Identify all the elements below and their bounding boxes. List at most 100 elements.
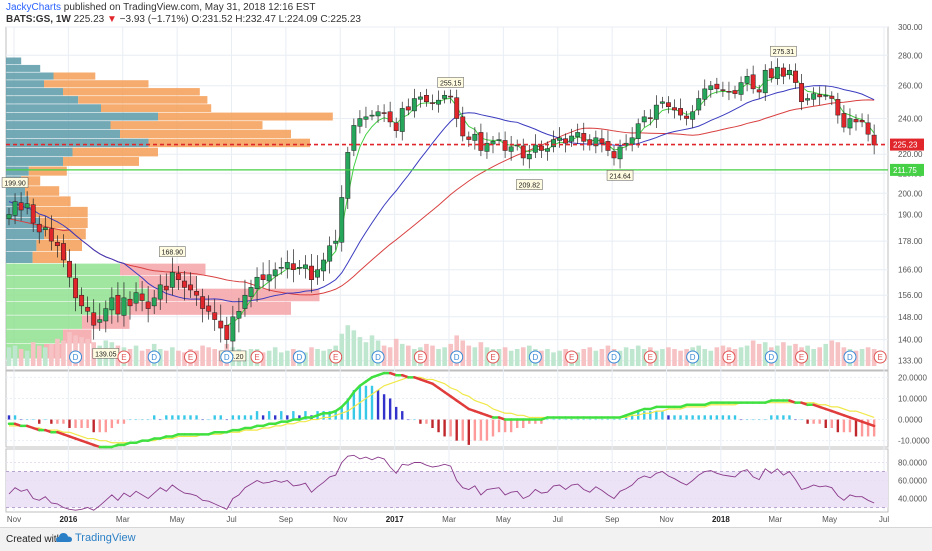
volume-bar	[357, 337, 363, 366]
volume-bar	[672, 349, 677, 366]
macd-histogram-bar	[534, 419, 537, 424]
macd-tick-label: 0.0000	[898, 416, 923, 425]
volume-bar	[55, 338, 60, 366]
volume-profile-sell-bar	[78, 96, 208, 104]
volume-bar	[750, 340, 756, 366]
symbol-line: BATS:GS, 1W 225.23 ▼ −3.93 (−1.71%) O:23…	[6, 14, 361, 26]
volume-bar	[436, 349, 441, 366]
candle-down	[91, 312, 97, 326]
event-marker-label: E	[254, 353, 259, 362]
volume-bar	[817, 347, 822, 366]
macd-histogram-bar	[207, 419, 210, 421]
event-marker-label: E	[490, 353, 495, 362]
candle-up	[248, 287, 254, 297]
price-annotation-box	[437, 77, 464, 88]
volume-profile-sell-bar	[120, 129, 291, 139]
rsi-tick-label: 40.0000	[898, 495, 927, 504]
candle-down	[538, 145, 544, 151]
macd-histogram-bar	[419, 419, 422, 424]
rsi-tick-label: 60.0000	[898, 477, 927, 486]
macd-histogram-bar	[219, 415, 222, 420]
candle-up	[490, 141, 496, 145]
macd-histogram-bar	[564, 419, 567, 421]
candle-up	[545, 148, 550, 152]
event-marker-label: D	[690, 353, 696, 362]
macd-histogram-bar	[721, 415, 725, 420]
candle-up	[738, 82, 744, 95]
macd-histogram-bar	[255, 411, 259, 420]
chart-svg[interactable]: Nov 2016 Mar May Jul Sep Nov 2017 Mar May Jul Sep No…	[0, 0, 932, 527]
macd-histogram-bar	[872, 419, 876, 437]
candle-up	[508, 146, 514, 152]
author-link[interactable]: JackyCharts	[6, 2, 62, 13]
dividend-marker	[220, 350, 234, 364]
candle-down	[817, 94, 823, 98]
macd-histogram-bar	[594, 419, 598, 421]
candle-up	[296, 267, 302, 269]
candle-up	[321, 259, 327, 272]
volume-profile-sell-bar	[148, 288, 320, 302]
candle-down	[520, 145, 526, 159]
price-tick-label: 190.00	[898, 210, 923, 219]
macd-histogram-bar	[848, 419, 852, 433]
event-marker-label: D	[73, 353, 79, 362]
dividend-marker	[764, 350, 778, 364]
macd-histogram-bar	[854, 419, 858, 437]
candle-up	[339, 197, 345, 243]
volume-bar	[581, 349, 587, 366]
event-marker-label: D	[454, 353, 460, 362]
candle-up	[787, 69, 792, 76]
event-marker-label: D	[151, 353, 157, 362]
candle-down	[466, 136, 472, 140]
volume-bar	[406, 345, 411, 366]
x-tick-label: Mar	[768, 515, 782, 524]
macd-histogram-bar	[824, 419, 827, 428]
volume-bar	[460, 340, 466, 366]
macd-histogram-bar	[274, 415, 277, 420]
event-marker-label: E	[799, 353, 804, 362]
macd-histogram-bar	[437, 419, 440, 433]
candle-up	[42, 227, 48, 230]
macd-histogram-bar	[606, 419, 610, 421]
event-marker-label: D	[847, 353, 853, 362]
x-tick-label: Jul	[226, 515, 236, 524]
volume-bar	[315, 349, 320, 366]
candle-up	[133, 292, 139, 304]
candle-up	[472, 133, 478, 141]
macd-histogram-bar	[570, 419, 573, 421]
macd-histogram-bar	[546, 419, 549, 421]
price-annotation-label: 139.05	[95, 351, 117, 358]
macd-histogram-bar	[159, 419, 162, 421]
macd-histogram-bar	[528, 419, 531, 424]
candle-down	[726, 91, 732, 93]
macd-histogram-bar	[600, 419, 604, 421]
tradingview-logo[interactable]: TradingView	[56, 532, 136, 544]
dividend-marker	[686, 350, 700, 364]
candle-up	[97, 319, 103, 323]
volume-profile-sell-bar	[148, 138, 310, 148]
volume-bar	[520, 347, 526, 366]
event-marker-label: D	[297, 353, 303, 362]
price-tick-label: 300.00	[898, 23, 923, 32]
change-arrow-icon: ▼	[106, 14, 117, 25]
macd-histogram-bar	[522, 419, 525, 428]
event-marker-label: D	[611, 353, 617, 362]
volume-profile-buy-bar	[6, 121, 111, 130]
volume-bar	[865, 347, 871, 366]
volume-bar	[557, 350, 562, 366]
price-tick-label: 260.00	[898, 82, 923, 91]
volume-profile-buy-bar	[6, 112, 158, 121]
macd-histogram-bar	[673, 415, 676, 420]
volume-bar	[351, 330, 357, 366]
candle-up	[641, 116, 647, 123]
candle-down	[194, 291, 200, 296]
macd-tick-label: -10.0000	[898, 437, 930, 446]
macd-histogram-bar	[800, 419, 803, 421]
macd-histogram-bar	[38, 419, 41, 424]
volume-profile-sell-bar	[120, 263, 206, 276]
macd-histogram-bar	[146, 419, 150, 421]
macd-histogram-bar	[691, 415, 694, 420]
volume-bar	[708, 350, 714, 366]
macd-histogram-bar	[649, 411, 652, 420]
candle-down	[175, 273, 181, 280]
